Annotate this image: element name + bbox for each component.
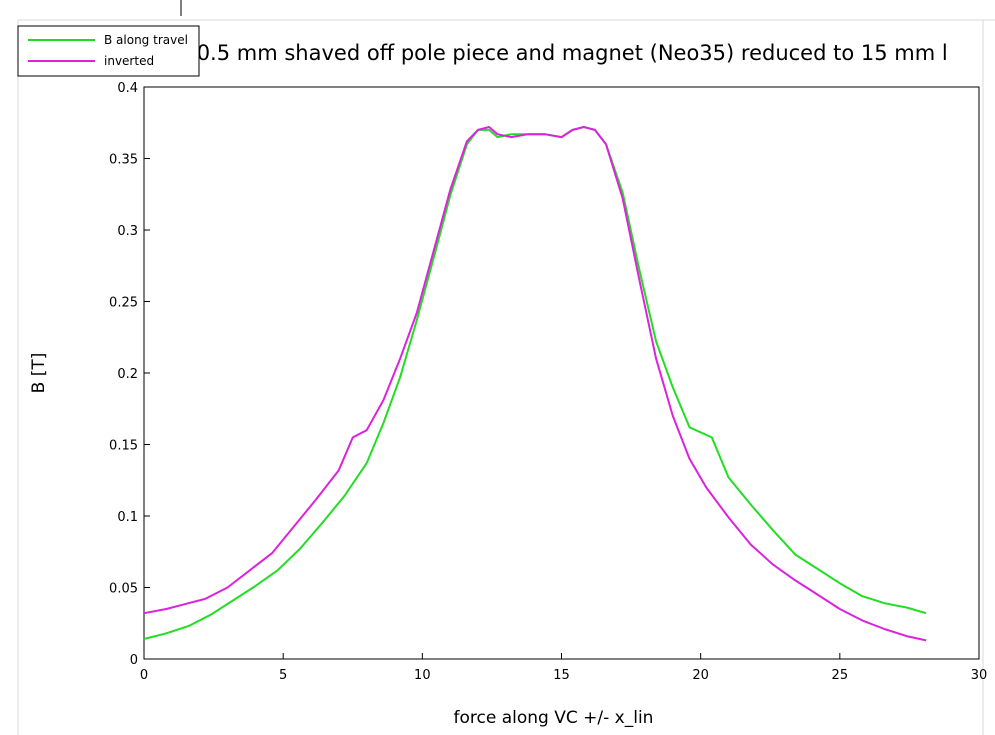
y-tick-label: 0 [130, 653, 138, 668]
x-tick-label: 25 [832, 668, 849, 683]
series-lines [143, 126, 927, 642]
y-axis-title: B [T] [29, 353, 49, 394]
axis-ticks: 0 5 10 15 20 25 30 0 0.05 0.1 0.15 0.2 0.25 0.3 0.35 0.… [109, 81, 987, 683]
legend: B along travel inverted [17, 25, 200, 77]
legend-box [17, 25, 200, 77]
x-tick-label: 30 [971, 668, 988, 683]
x-tick-label: 10 [414, 668, 431, 683]
plot-area [143, 86, 980, 660]
x-tick-label: 15 [553, 668, 570, 683]
legend-label-b-along-travel: B along travel [104, 33, 188, 47]
y-tick-label: 0.05 [109, 582, 138, 597]
series-line-inverted [143, 126, 927, 642]
x-tick-label: 0 [140, 668, 148, 683]
y-tick-label: 0.3 [117, 224, 138, 239]
y-tick-label: 0.15 [109, 439, 138, 454]
x-tick-label: 5 [279, 668, 287, 683]
chart-title: ... 0.5 mm shaved off pole piece and mag… [170, 41, 948, 65]
y-tick-label: 0.4 [117, 81, 138, 96]
x-tick-label: 20 [692, 668, 709, 683]
y-tick-label: 0.1 [117, 510, 138, 525]
legend-label-inverted: inverted [104, 54, 154, 68]
y-tick-label: 0.2 [117, 367, 138, 382]
y-tick-label: 0.25 [109, 296, 138, 311]
x-axis-title: force along VC +/- x_lin [454, 708, 654, 728]
y-tick-label: 0.35 [109, 153, 138, 168]
